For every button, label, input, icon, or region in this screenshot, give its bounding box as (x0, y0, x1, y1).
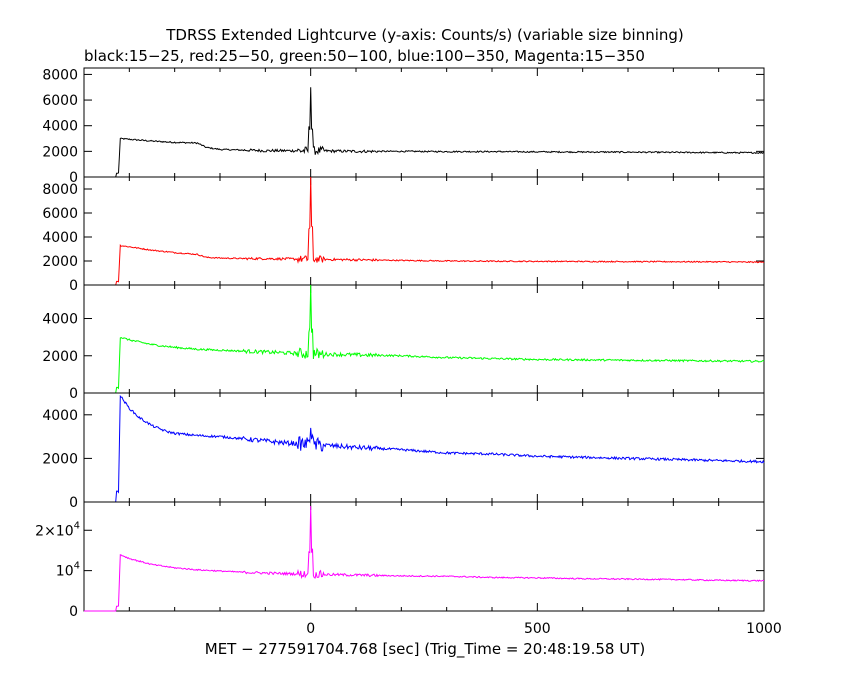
y-tick-label: 4000 (42, 408, 78, 424)
y-tick-label: 2000 (42, 144, 78, 160)
series-line (84, 394, 765, 503)
series-line (84, 505, 765, 612)
series-line (84, 176, 765, 286)
y-tick-label: 6000 (42, 206, 78, 222)
y-tick-label: 0 (69, 386, 78, 402)
y-tick-label: 0 (69, 604, 78, 620)
panel-5: 0 104 2×104 (35, 501, 765, 620)
y-tick-label: 4000 (42, 230, 78, 246)
y-tick-label: 8000 (42, 67, 78, 83)
x-tick-label: 500 (524, 621, 551, 637)
panel-1: 0 2000 4000 6000 8000 (42, 67, 765, 186)
panel-frame (83, 501, 765, 612)
y-tick-label: 8000 (42, 182, 78, 198)
panel-2: 0 2000 4000 6000 8000 (42, 176, 765, 294)
series-line (84, 284, 765, 394)
series-line (84, 87, 765, 178)
panel-frame (83, 392, 765, 503)
x-tick-label: 0 (306, 621, 315, 637)
panel-frame (83, 176, 765, 286)
y-tick-label: 4000 (42, 312, 78, 328)
y-tick-label: 0 (69, 278, 78, 294)
x-axis-label: MET − 277591704.768 [sec] (Trig_Time = 2… (205, 640, 645, 659)
y-tick-label: 104 (56, 561, 80, 580)
panel-3: 0 2000 4000 (42, 284, 765, 402)
panel-frame (83, 67, 765, 178)
y-tick-label: 0 (69, 170, 78, 186)
panels-group: 0200040006000800002000400060008000020004… (35, 67, 765, 620)
y-tick-label: 4000 (42, 119, 78, 135)
y-tick-label: 2×104 (35, 520, 80, 539)
panel-frame (83, 284, 765, 394)
y-tick-label: 0 (69, 495, 78, 511)
y-tick-label: 6000 (42, 93, 78, 109)
panel-4: 0 2000 4000 (42, 392, 765, 511)
chart-title: TDRSS Extended Lightcurve (y-axis: Count… (165, 26, 684, 44)
y-tick-label: 2000 (42, 254, 78, 270)
x-tick-labels: 0 500 1000 (306, 621, 782, 637)
chart-subtitle: black:15−25, red:25−50, green:50−100, bl… (84, 47, 645, 65)
y-tick-label: 2000 (42, 349, 78, 365)
y-tick-label: 2000 (42, 451, 78, 467)
x-tick-label: 1000 (746, 621, 782, 637)
